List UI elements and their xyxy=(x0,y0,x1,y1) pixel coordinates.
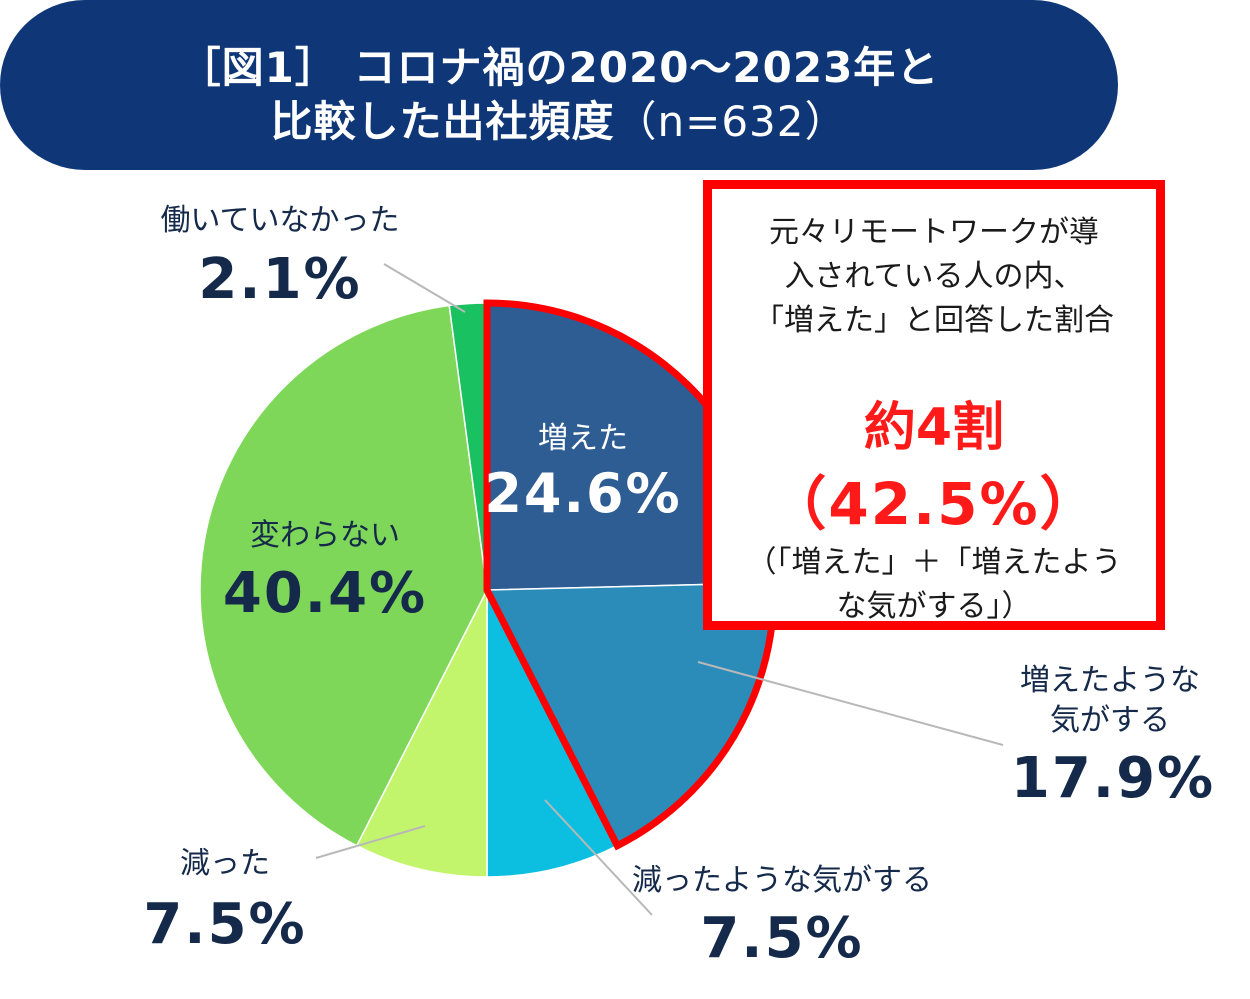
slice-label-decreased: 減った xyxy=(180,846,270,881)
slice-label-not-working: 働いていなかった xyxy=(160,203,399,238)
highlight-callout: 元々リモートワークが導 入されている人の内、 「増えた」と回答した割合 約4割 … xyxy=(703,180,1165,630)
slice-value-decreased: 7.5% xyxy=(143,892,306,957)
pie-slice-slightly-decreased xyxy=(486,589,619,878)
slice-label-slightly-increased-line2: 気がする xyxy=(1050,703,1170,738)
slice-label-slightly-increased-line1: 増えたような xyxy=(1020,663,1200,698)
slice-label-increased: 増えた xyxy=(538,421,628,456)
callout-desc-line3: 「増えた」と回答した割合 xyxy=(754,303,1114,338)
pie-slice-unchanged xyxy=(199,304,488,847)
callout-percent: （42.5%） xyxy=(768,470,1100,538)
slice-value-increased: 24.6% xyxy=(484,462,681,525)
callout-note-line1: （「増えた」＋「増えたよう xyxy=(746,545,1122,580)
slice-value-not-working: 2.1% xyxy=(198,247,361,312)
leader-line-slightly-increased xyxy=(697,661,1004,746)
chart-title-line1: ［図1］ コロナ禍の2020～2023年と xyxy=(178,43,940,92)
title-banner: ［図1］ コロナ禍の2020～2023年と 比較した出社頻度（n=632） xyxy=(0,0,1118,170)
callout-note-line2: な気がする」） xyxy=(836,589,1032,624)
callout-desc-line2: 入されている人の内、 xyxy=(784,259,1084,294)
callout-description: 元々リモートワークが導 入されている人の内、 「増えた」と回答した割合 xyxy=(712,211,1156,343)
callout-note: （「増えた」＋「増えたよう な気がする」） xyxy=(712,541,1156,629)
leader-lines xyxy=(315,263,1004,916)
pie-slices xyxy=(199,302,775,878)
leader-line-not-working xyxy=(383,263,466,313)
chart-title-line2: 比較した出社頻度（n=632） xyxy=(0,88,1118,149)
slice-label-unchanged: 変わらない xyxy=(250,518,400,553)
slice-value-slightly-decreased: 7.5% xyxy=(700,906,863,971)
leader-line-decreased xyxy=(315,825,426,859)
callout-desc-line1: 元々リモートワークが導 xyxy=(769,215,1099,250)
slice-value-unchanged: 40.4% xyxy=(223,561,427,626)
chart-title-line2-text: 比較した出社頻度 xyxy=(270,97,615,146)
pie-slice-decreased xyxy=(355,589,488,878)
slice-value-slightly-increased: 17.9% xyxy=(1011,746,1215,811)
slice-label-slightly-decreased: 減ったような気がする xyxy=(632,863,932,898)
sample-size-label: （n=632） xyxy=(614,97,848,146)
callout-headline: 約4割 xyxy=(863,398,1005,458)
leader-line-slightly-decreased xyxy=(544,799,653,916)
